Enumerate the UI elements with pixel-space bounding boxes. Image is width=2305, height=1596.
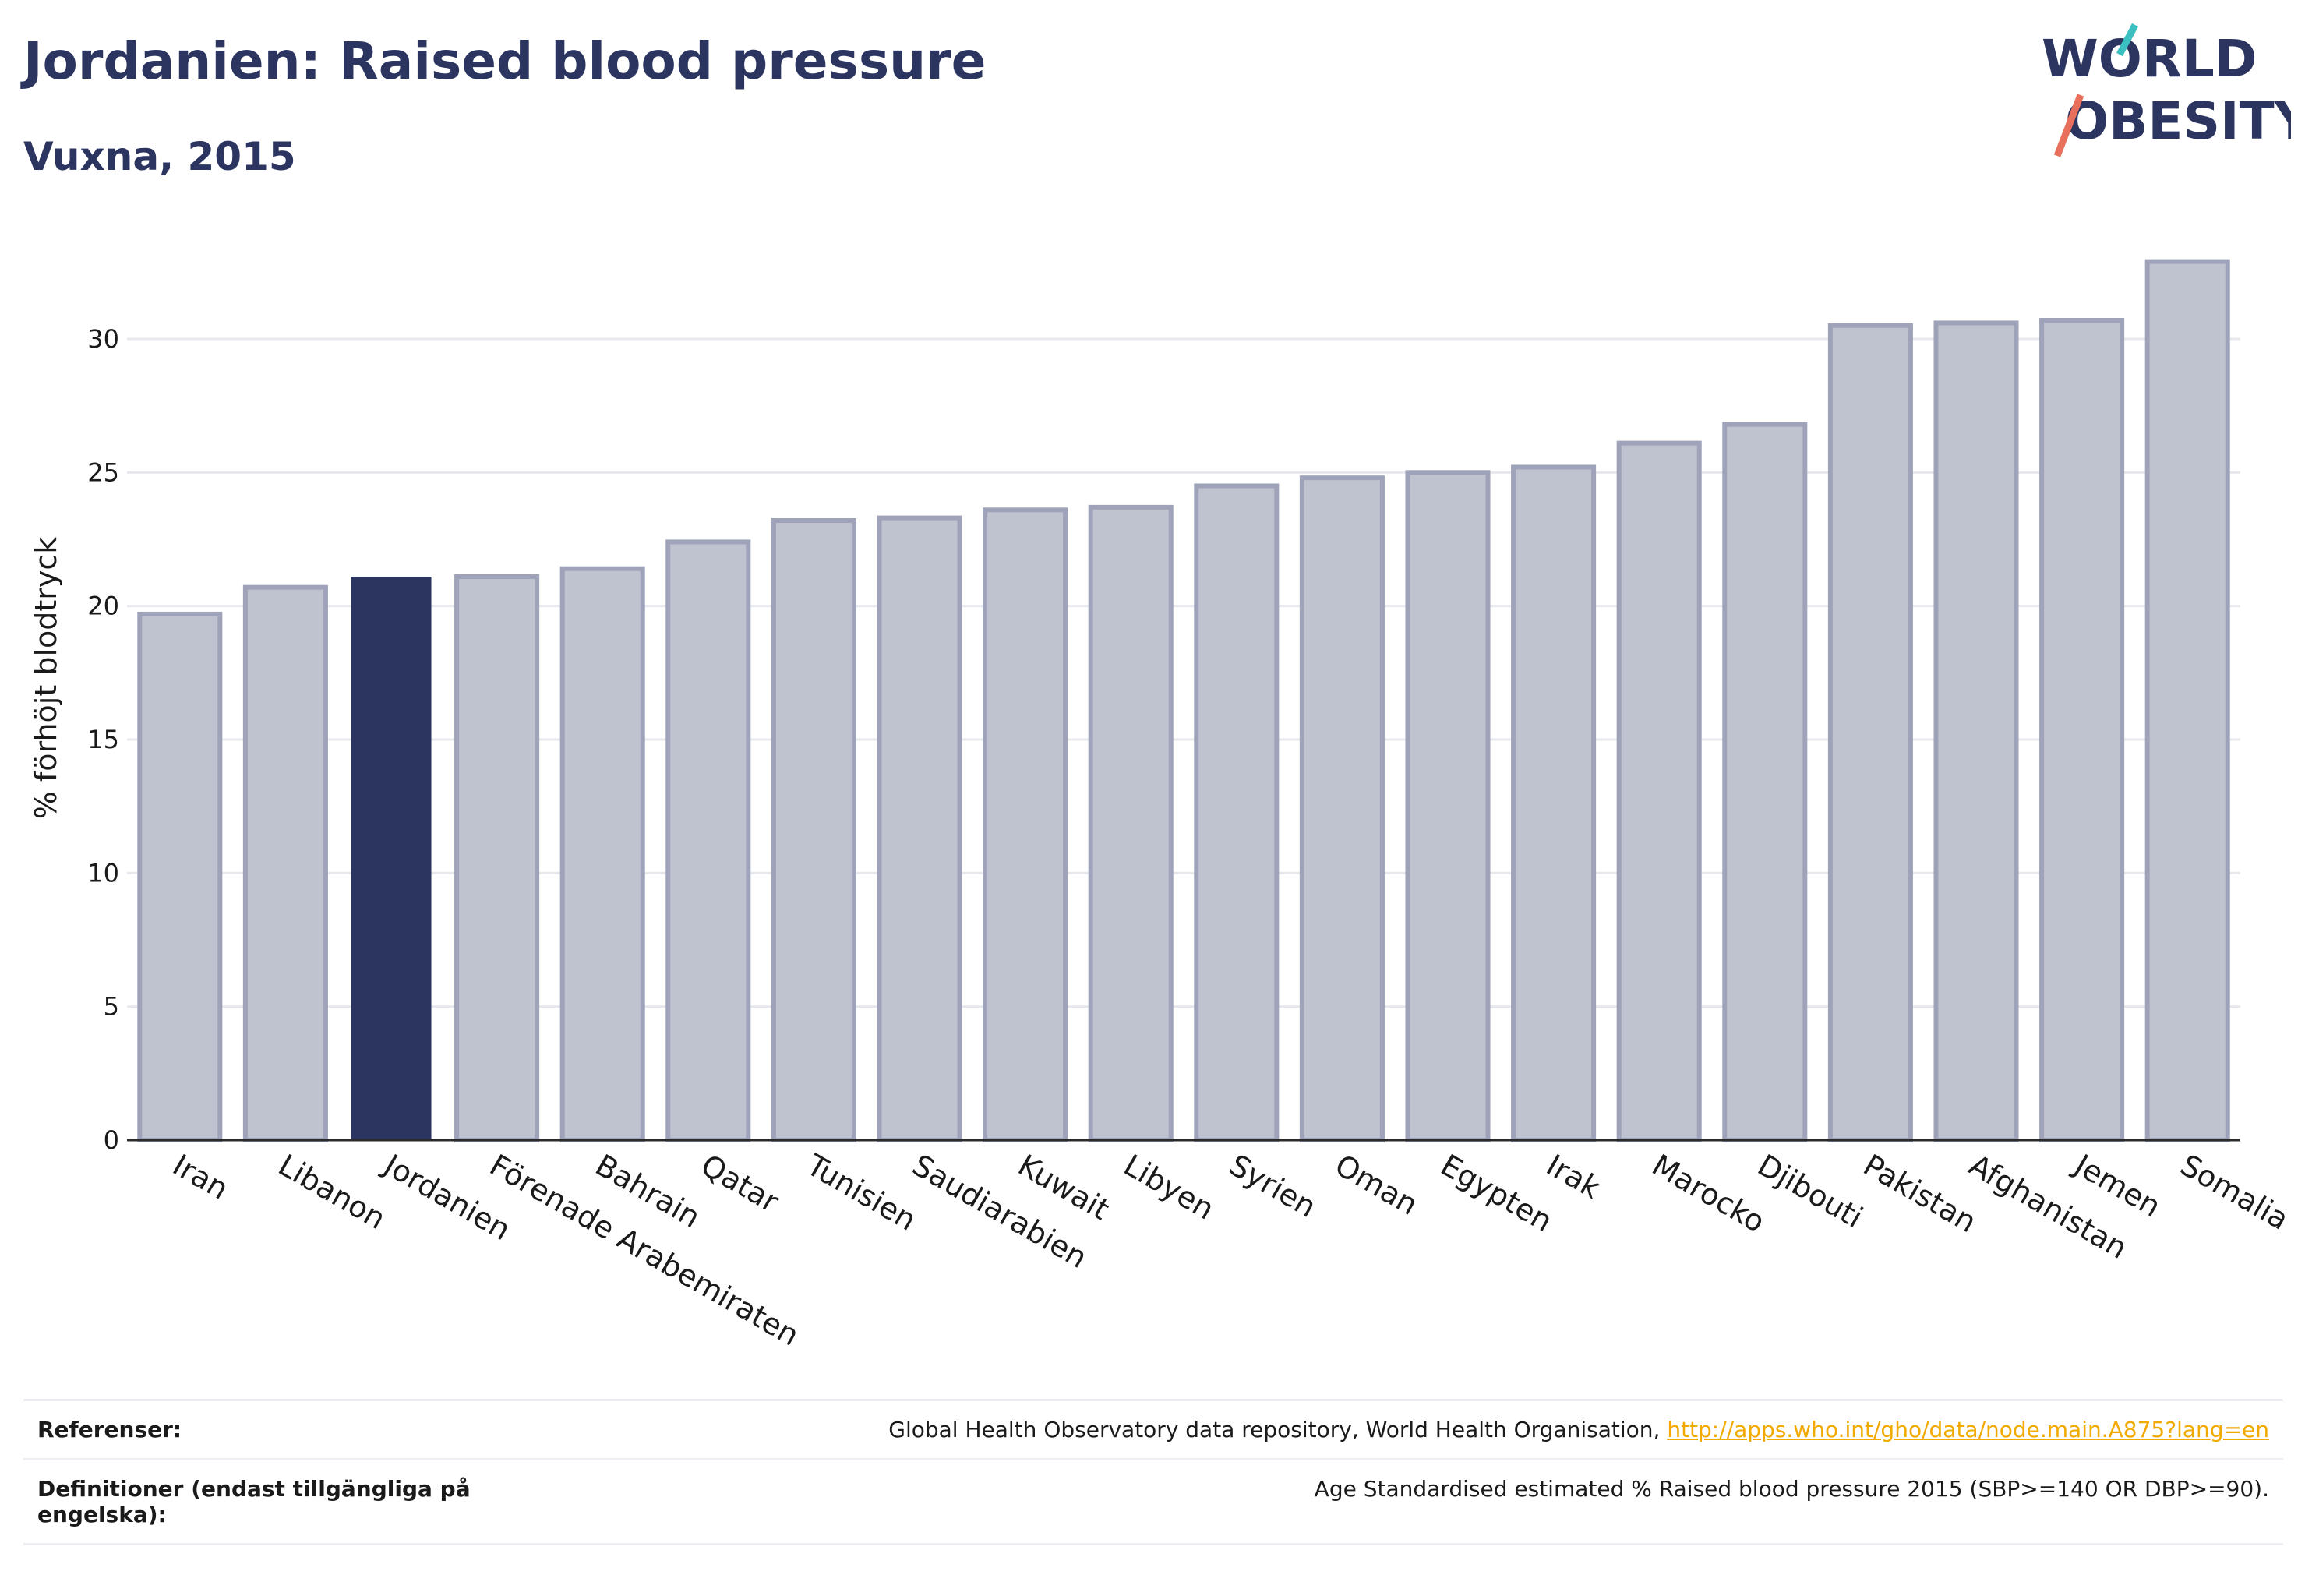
references-row: Referenser: Global Health Observatory da… (23, 1400, 2283, 1460)
logo-teal-stroke (2116, 23, 2138, 57)
y-tick-label: 20 (87, 591, 119, 621)
bar-förenade-arabemiraten (454, 574, 540, 1142)
y-axis-title: % förhöjt blodtryck (29, 537, 63, 820)
bar-libanon (242, 584, 328, 1142)
bar-libyen (1088, 504, 1174, 1142)
bar-pakistan (1827, 323, 1913, 1142)
bar-kuwait (983, 507, 1068, 1142)
x-tick-label: Syrien (1223, 1148, 1322, 1224)
footer-table: Referenser: Global Health Observatory da… (23, 1399, 2283, 1545)
x-tick-label: Qatar (695, 1148, 785, 1220)
bar-jordanien (351, 576, 432, 1140)
y-tick-label: 30 (87, 324, 119, 354)
chart-title: Jordanien: Raised blood pressure (23, 31, 987, 91)
bar-saudiarabien (877, 515, 962, 1142)
logo-coral-stroke (2053, 94, 2084, 157)
logo-line1: WORLD (2042, 29, 2257, 89)
y-tick-label: 5 (104, 992, 119, 1022)
bar-oman (1299, 475, 1385, 1142)
x-tick-label: Libanon (273, 1148, 391, 1236)
bar-iran (137, 611, 223, 1142)
y-tick-label: 0 (104, 1125, 119, 1155)
x-tick-label: Djibouti (1752, 1148, 1869, 1235)
bar-somalia (2144, 259, 2230, 1142)
definitions-label: Definitioner (endast tillgängliga på eng… (37, 1476, 471, 1527)
x-tick-label: Somalia (2175, 1148, 2295, 1237)
x-tick-label: Iran (167, 1148, 234, 1206)
world-obesity-logo: WORLD OBESITY (2042, 23, 2291, 157)
y-tick-label: 10 (87, 858, 119, 888)
definitions-row: Definitioner (endast tillgängliga på eng… (23, 1459, 2283, 1545)
bar-djibouti (1722, 422, 1808, 1142)
references-value: Global Health Observatory data repositor… (558, 1400, 2283, 1460)
x-tick-label: Egypten (1435, 1148, 1558, 1239)
bar-bahrain (559, 566, 645, 1142)
x-tick-label: Marocko (1647, 1148, 1771, 1240)
x-tick-label: Oman (1329, 1148, 1424, 1222)
bar-syrien (1194, 483, 1280, 1142)
references-link[interactable]: http://apps.who.int/gho/data/node.main.A… (1667, 1417, 2269, 1442)
references-label: Referenser: (37, 1417, 182, 1442)
x-tick-label: Irak (1541, 1148, 1606, 1206)
bar-tunisien (771, 518, 856, 1142)
references-text: Global Health Observatory data repositor… (888, 1417, 1668, 1442)
logo-line2: OBESITY (2065, 91, 2291, 151)
bar-irak (1511, 464, 1597, 1142)
bar-jemen (2039, 318, 2125, 1143)
x-tick-label: Tunisien (800, 1147, 922, 1238)
definitions-value: Age Standardised estimated % Raised bloo… (1314, 1476, 2269, 1502)
y-tick-label: 15 (87, 725, 119, 754)
bar-marocko (1616, 440, 1702, 1142)
x-tick-label: Libyen (1118, 1148, 1220, 1227)
bars (137, 259, 2230, 1143)
bar-qatar (665, 539, 751, 1142)
gridlines (127, 337, 2240, 1008)
x-tick-label: Saudiarabien (907, 1148, 1093, 1275)
bar-egypten (1405, 470, 1491, 1142)
y-tick-label: 25 (87, 457, 119, 487)
chart-subtitle: Vuxna, 2015 (23, 134, 296, 179)
bar-afghanistan (1933, 320, 2019, 1143)
x-tick-label: Pakistan (1858, 1148, 1982, 1240)
